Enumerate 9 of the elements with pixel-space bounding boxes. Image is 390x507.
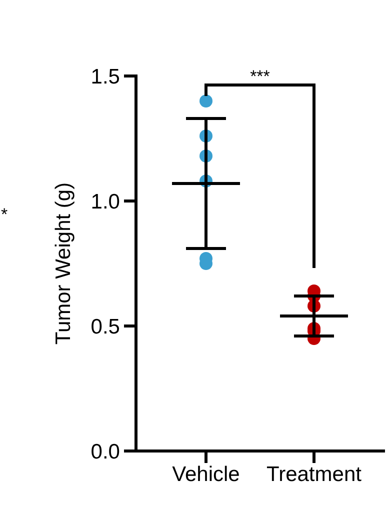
y-tick-label: 1.0 [90,190,120,214]
y-tick-label: 0.0 [90,440,120,464]
y-axis-title: Tumor Weight (g) [52,182,75,345]
text: * [1,205,8,224]
y-tick-label: 0.5 [90,315,120,338]
y-tick-label: 1.5 [90,65,120,88]
annotation: *** [250,67,270,86]
x-tick-label: Vehicle [172,463,240,486]
x-tick-label: Treatment [266,463,362,486]
